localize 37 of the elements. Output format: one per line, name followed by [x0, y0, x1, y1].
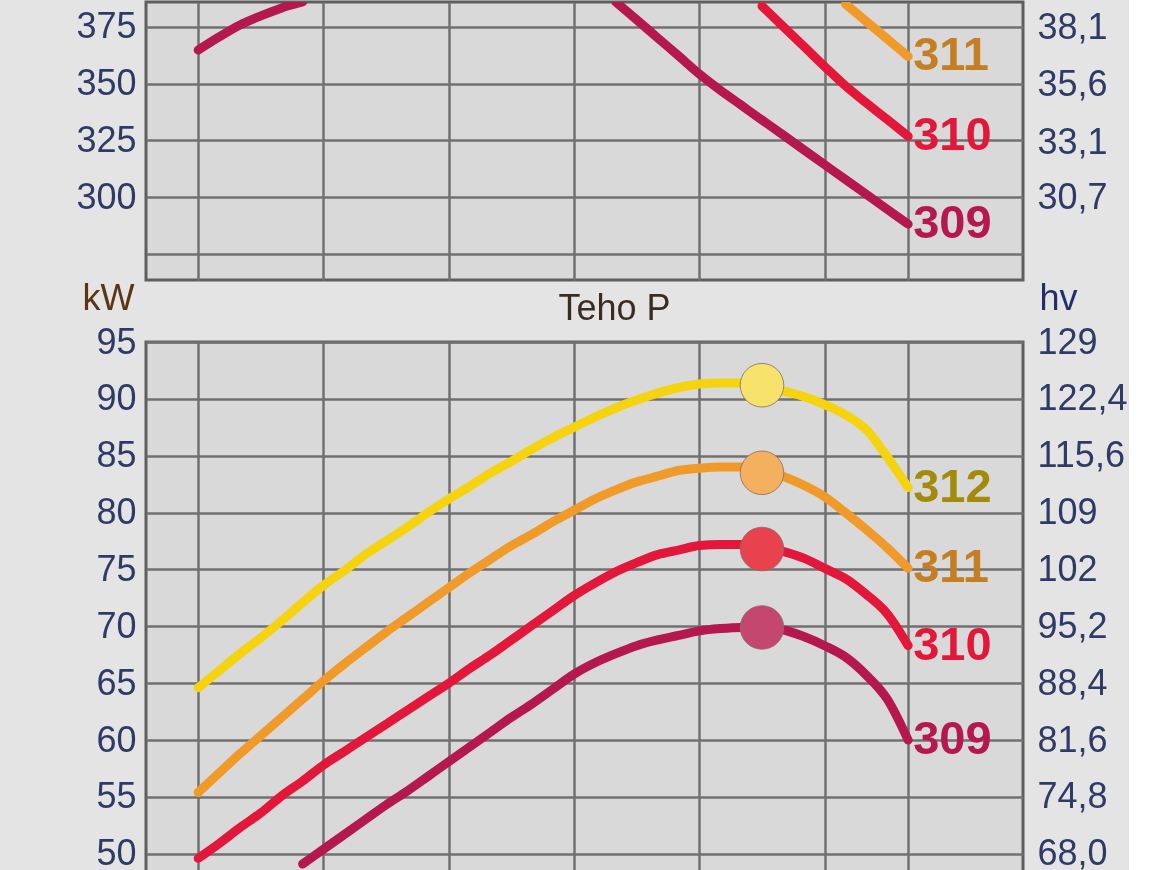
y-tick-label: 75: [96, 547, 137, 589]
series-label: 310: [913, 616, 992, 670]
y-tick-label: 90: [96, 377, 137, 419]
y-tick-label: 80: [96, 491, 137, 533]
y-tick-label: 50: [96, 832, 137, 870]
y2-tick-label: 95,2: [1037, 604, 1108, 646]
y2-tick-label: 38,1: [1037, 5, 1108, 47]
y-tick-label: 95: [96, 320, 137, 362]
y2-tick-label: 109: [1037, 491, 1098, 533]
y-tick-label: 325: [76, 118, 137, 160]
y-tick-label: 350: [76, 62, 137, 104]
y2-tick-label: 129: [1037, 320, 1098, 362]
y-tick-label: 85: [96, 434, 137, 476]
y2-tick-label: 88,4: [1037, 661, 1108, 703]
y-tick-label: 55: [96, 775, 137, 817]
y2-axis-title: hv: [1039, 276, 1078, 318]
y-tick-label: 70: [96, 604, 137, 646]
series-label: 312: [913, 458, 992, 512]
y2-tick-label: 102: [1037, 547, 1098, 589]
y2-tick-label: 35,6: [1037, 63, 1108, 105]
y-tick-label: 375: [76, 5, 137, 47]
series-label: 311: [913, 27, 989, 81]
y2-tick-label: 115,6: [1037, 434, 1125, 476]
series-label: 309: [913, 195, 992, 249]
y-axis-title: kW: [82, 276, 135, 318]
y2-tick-label: 68,0: [1037, 832, 1108, 870]
y-tick-label: 60: [96, 718, 137, 760]
chart-title: Teho P: [558, 287, 671, 328]
y-tick-label: 300: [76, 175, 137, 217]
y2-tick-label: 122,4: [1037, 377, 1128, 419]
y-tick-label: 65: [96, 661, 137, 703]
y2-tick-label: 81,6: [1037, 718, 1108, 760]
series-label: 310: [913, 107, 992, 161]
y2-tick-label: 30,7: [1037, 175, 1108, 217]
series-label: 309: [913, 711, 992, 765]
y2-tick-label: 74,8: [1037, 775, 1108, 817]
y2-tick-label: 33,1: [1037, 120, 1108, 162]
